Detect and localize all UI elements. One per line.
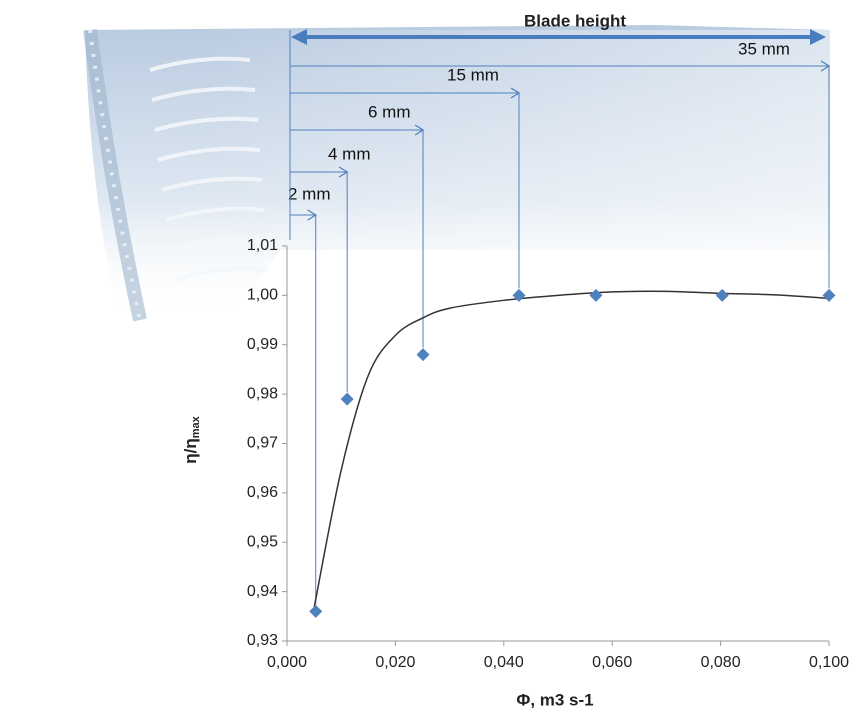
annotation-label: 4 mm [328, 144, 371, 163]
arrow-head [291, 29, 307, 45]
data-point [715, 288, 729, 302]
data-point [512, 288, 526, 302]
annotation-label: 35 mm [738, 39, 790, 58]
arrow-head [810, 29, 826, 45]
arrow-head [510, 87, 521, 99]
y-tick-label: 0,94 [247, 583, 278, 600]
y-tick-label: 0,93 [247, 632, 278, 649]
x-tick-label: 0,060 [592, 654, 632, 671]
x-tick-label: 0,100 [809, 654, 849, 671]
arrow-head [307, 209, 317, 221]
x-tick-label: 0,000 [267, 654, 307, 671]
annotation-label: 2 mm [288, 184, 331, 203]
y-tick-label: 0,95 [247, 533, 278, 550]
annotation-label: 6 mm [368, 102, 411, 121]
data-point [589, 288, 603, 302]
arrow-head [414, 124, 425, 136]
x-tick-label: 0,080 [701, 654, 741, 671]
arrow-head [820, 60, 831, 72]
y-axis-title-main: η/η [181, 438, 200, 464]
y-tick-label: 1,00 [247, 287, 278, 304]
y-tick-label: 0,99 [247, 336, 278, 353]
x-axis-title: Φ, m3 s-1 [516, 690, 593, 709]
y-tick-label: 0,96 [247, 484, 278, 501]
fit-curve [313, 290, 830, 609]
y-axis-title-sub: max [190, 415, 202, 438]
y-tick-label: 1,01 [247, 237, 278, 254]
arrow-head [338, 166, 349, 178]
data-point [309, 604, 323, 618]
data-point [416, 348, 430, 362]
x-tick-label: 0,020 [375, 654, 415, 671]
blade-height-label: Blade height [524, 11, 626, 30]
y-axis-title: η/ηmax [181, 415, 201, 463]
x-tick-label: 0,040 [484, 654, 524, 671]
data-point [822, 288, 836, 302]
data-point [340, 392, 354, 406]
y-tick-label: 0,98 [247, 385, 278, 402]
y-tick-label: 0,97 [247, 435, 278, 452]
annotation-label: 15 mm [447, 65, 499, 84]
background-illustration [83, 25, 830, 322]
